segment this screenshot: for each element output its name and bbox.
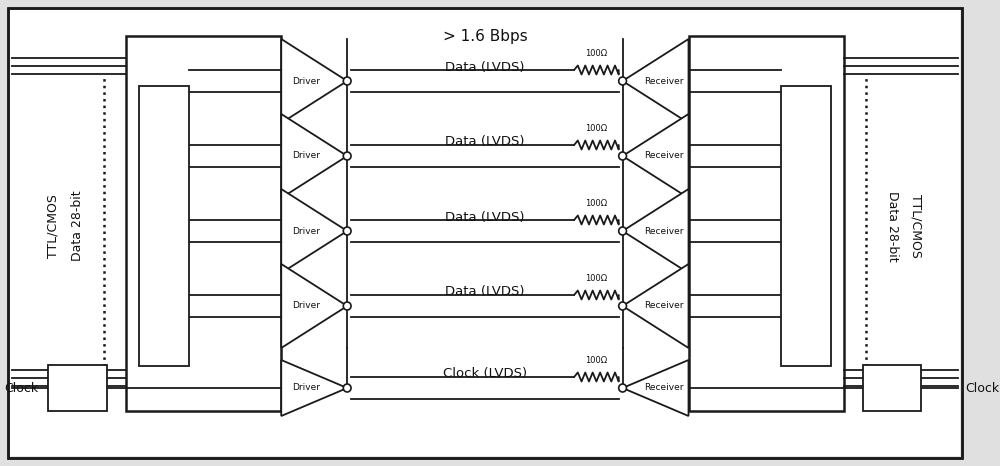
Circle shape — [619, 152, 626, 160]
Text: Driver: Driver — [292, 302, 320, 310]
Circle shape — [343, 152, 351, 160]
Text: > 1.6 Bbps: > 1.6 Bbps — [443, 28, 527, 43]
Text: Data (LVDS): Data (LVDS) — [445, 286, 525, 299]
Polygon shape — [281, 189, 347, 273]
Polygon shape — [281, 360, 347, 416]
Text: Clock: Clock — [4, 382, 38, 395]
Circle shape — [619, 77, 626, 85]
Bar — [139, 86, 189, 366]
Polygon shape — [623, 360, 689, 416]
Bar — [126, 36, 281, 411]
Polygon shape — [281, 114, 347, 198]
Bar — [48, 365, 107, 411]
Text: 100Ω: 100Ω — [585, 124, 607, 133]
Circle shape — [343, 302, 351, 310]
Polygon shape — [623, 264, 689, 348]
Text: Receiver: Receiver — [644, 76, 683, 85]
Circle shape — [619, 384, 626, 392]
Circle shape — [343, 384, 351, 392]
Text: 100Ω: 100Ω — [585, 356, 607, 365]
Text: Data (LVDS): Data (LVDS) — [445, 136, 525, 149]
Bar — [689, 36, 844, 411]
Text: Receiver: Receiver — [644, 384, 683, 392]
Circle shape — [619, 302, 626, 310]
Polygon shape — [623, 189, 689, 273]
Text: Data 28-bit: Data 28-bit — [71, 191, 84, 261]
Text: TTL/CMOS: TTL/CMOS — [47, 194, 60, 258]
Polygon shape — [281, 39, 347, 123]
Polygon shape — [623, 39, 689, 123]
Text: Data 28-bit: Data 28-bit — [886, 191, 899, 261]
Circle shape — [619, 227, 626, 235]
Text: 100Ω: 100Ω — [585, 49, 607, 58]
Text: Driver: Driver — [292, 76, 320, 85]
Bar — [863, 365, 921, 411]
Text: Receiver: Receiver — [644, 302, 683, 310]
Text: Clock (LVDS): Clock (LVDS) — [443, 368, 527, 381]
Text: Receiver: Receiver — [644, 151, 683, 160]
Text: 100Ω: 100Ω — [585, 199, 607, 208]
Circle shape — [343, 227, 351, 235]
Polygon shape — [623, 114, 689, 198]
Polygon shape — [281, 264, 347, 348]
Circle shape — [343, 77, 351, 85]
Text: Driver: Driver — [292, 384, 320, 392]
Text: Clock: Clock — [965, 382, 999, 395]
Text: Data (LVDS): Data (LVDS) — [445, 211, 525, 224]
Text: 100Ω: 100Ω — [585, 274, 607, 283]
Text: Driver: Driver — [292, 151, 320, 160]
Text: Driver: Driver — [292, 226, 320, 235]
Bar — [781, 86, 831, 366]
Text: Receiver: Receiver — [644, 226, 683, 235]
Text: TTL/CMOS: TTL/CMOS — [910, 194, 923, 258]
Text: Data (LVDS): Data (LVDS) — [445, 61, 525, 74]
